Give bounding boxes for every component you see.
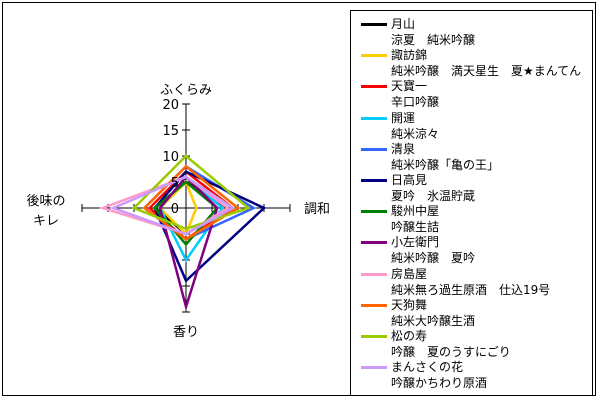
tick-label: 15 <box>162 124 179 139</box>
legend-entry: 諏訪錦 純米吟醸 満天星生 夏★まんてん <box>351 47 591 79</box>
legend-product-name: 夏吟 氷温貯蔵 <box>391 189 476 203</box>
legend-entry: 小左衛門 純米吟醸 夏吟 <box>351 234 591 266</box>
legend-brewery-name: 月山 <box>391 17 416 31</box>
legend-product-name: 純米無ろ過生原酒 仕込19号 <box>391 282 551 297</box>
legend-swatch <box>361 23 387 26</box>
tick-label: 10 <box>162 150 179 165</box>
legend-entry: 房島屋 純米無ろ過生原酒 仕込19号 <box>351 266 591 298</box>
legend-entry: 松の寿吟醸 夏のうすにごり <box>351 328 591 360</box>
legend-entry: 日高見夏吟 氷温貯蔵 <box>351 172 591 204</box>
tick-label: 5 <box>171 176 179 191</box>
legend-product-name: 純米吟醸 満天星生 夏★まんてん <box>391 64 582 79</box>
legend-product-name: 純米大吟醸生酒 <box>391 313 476 328</box>
legend-brewery-name: 駿州中屋 <box>391 204 440 219</box>
legend-entry: 月山 涼夏 純米吟醸 <box>351 16 591 48</box>
legend-swatch <box>361 54 387 58</box>
legend-entry: 天狗舞 純米大吟醸生酒 <box>351 297 591 329</box>
legend-brewery-name: 諏訪錦 <box>391 48 428 63</box>
axis-label-1: 調和 <box>304 202 330 217</box>
axis-label-3: 後味のキレ <box>26 194 65 229</box>
legend-brewery-name: 日高見 <box>391 173 428 187</box>
legend-swatch <box>361 366 387 370</box>
series-line-5 <box>153 170 267 283</box>
legend-product-name: 純米涼々 <box>391 126 440 141</box>
legend-entry: 清泉 純米吟醸「亀の王」 <box>351 141 591 173</box>
legend-swatch <box>361 116 387 120</box>
legend-brewery-name: まんさくの花 <box>391 360 464 375</box>
legend-product-name: 涼夏 純米吟醸 <box>391 33 476 47</box>
legend-entry: 駿州中屋 吟醸生詰 <box>351 203 591 235</box>
legend-swatch <box>361 85 387 89</box>
legend-entry: まんさくの花 吟醸かちわり原酒 <box>351 359 591 391</box>
legend-product-name: 吟醸生詰 <box>391 220 440 235</box>
legend-brewery-name: 天狗舞 <box>391 297 428 312</box>
legend-product-name: 純米吟醸 夏吟 <box>391 251 476 266</box>
legend: 月山涼夏 純米吟醸 諏訪錦 純米吟醸 満天星生 夏★まんてん 天寶一 辛口吟醸 開運 純米涼… <box>350 10 593 396</box>
legend-entry: 天寶一 辛口吟醸 <box>351 78 591 110</box>
chart-frame: 0 5 10 15 20 ふくらみ調和香り 後味のキレ 月山涼夏 純米吟醸 諏訪錦 純米吟醸 満… <box>2 2 596 396</box>
legend-brewery-name: 小左衛門 <box>391 235 440 250</box>
legend-brewery-name: 清泉 <box>391 141 416 156</box>
tick-label: 0 <box>171 202 179 217</box>
legend-swatch <box>361 147 387 151</box>
legend-product-name: 吟醸かちわり原酒 <box>391 376 488 391</box>
legend-entry: 開運 純米涼々 <box>351 110 591 142</box>
legend-brewery-name: 房島屋 <box>391 266 428 281</box>
tick-label: 20 <box>162 98 179 113</box>
series-line-11 <box>109 175 236 236</box>
series-line-7 <box>158 174 219 312</box>
radar-series <box>98 154 267 312</box>
axis-label-0: ふくらみ <box>160 83 212 98</box>
legend-swatch <box>361 272 387 276</box>
legend-product-name: 吟醸 夏のうすにごり <box>391 345 511 359</box>
legend-product-name: 純米吟醸「亀の王」 <box>391 157 500 172</box>
legend-swatch <box>361 179 387 182</box>
legend-product-name: 辛口吟醸 <box>391 95 440 110</box>
legend-swatch <box>361 303 387 307</box>
legend-brewery-name: 開運 <box>391 110 416 125</box>
series-line-9 <box>142 164 241 241</box>
axis-label-2: 香り <box>173 325 199 340</box>
legend-swatch <box>361 210 387 214</box>
legend-brewery-name: 天寶一 <box>391 79 428 94</box>
legend-swatch <box>361 335 387 338</box>
legend-brewery-name: 松の寿 <box>391 329 428 343</box>
legend-swatch <box>361 241 387 245</box>
